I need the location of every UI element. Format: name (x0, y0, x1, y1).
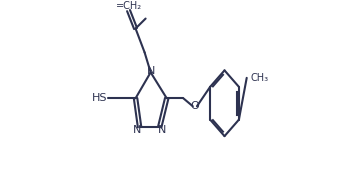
Text: N: N (157, 125, 166, 135)
Text: N: N (146, 66, 155, 76)
Text: =CH₂: =CH₂ (116, 1, 142, 11)
Text: HS: HS (92, 93, 107, 103)
Text: CH₃: CH₃ (250, 73, 268, 83)
Text: O: O (190, 101, 199, 111)
Text: N: N (133, 125, 142, 135)
